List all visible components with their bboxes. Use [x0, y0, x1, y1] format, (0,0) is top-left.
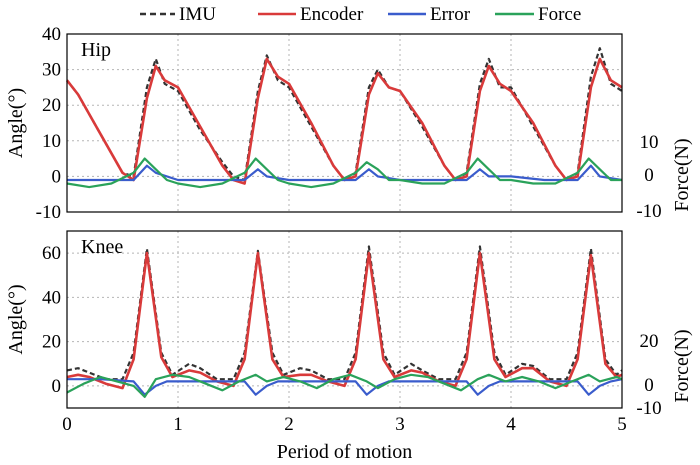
hip-y-tick-label: 30 — [42, 60, 61, 81]
hip-line-imu — [66, 47, 623, 182]
legend-entry-force: Force — [495, 4, 581, 25]
legend-label-force: Force — [538, 4, 581, 25]
hip-series — [65, 47, 623, 189]
hip-y-tick-labels: -10 0 10 20 30 40 — [36, 24, 61, 223]
hip-y-tick-label: 20 — [42, 95, 61, 116]
knee-right-tick-label: -10 — [636, 398, 661, 419]
knee-line-force — [66, 373, 623, 398]
hip-right-tick-label: 10 — [640, 132, 659, 153]
knee-right-tick-label: 0 — [644, 375, 654, 396]
x-axis-label: Period of motion — [277, 441, 413, 463]
hip-panel: -10 0 10 20 30 40 10 0 -10 Hip Angle(°) … — [5, 24, 693, 223]
knee-y-tick-labels: 0 20 40 60 — [42, 243, 61, 397]
knee-line-error — [67, 378, 623, 396]
x-tick-label: 2 — [284, 414, 294, 435]
hip-panel-title: Hip — [81, 39, 111, 61]
knee-y-tick-label: 20 — [42, 332, 61, 353]
knee-right-tick-labels: 20 0 -10 — [636, 331, 661, 419]
hip-y-tick-label: 40 — [42, 24, 61, 45]
knee-y-tick-label: 40 — [42, 287, 61, 308]
legend-label-imu: IMU — [179, 4, 216, 25]
hip-right-tick-labels: 10 0 -10 — [636, 132, 661, 222]
knee-y-tick-label: 60 — [42, 243, 61, 264]
x-tick-label: 4 — [506, 414, 516, 435]
hip-line-force — [66, 157, 622, 189]
knee-right-tick-label: 20 — [640, 331, 659, 352]
legend-entry-encoder: Encoder — [258, 4, 364, 25]
legend-entry-error: Error — [388, 4, 471, 25]
x-tick-label: 5 — [617, 414, 627, 435]
knee-y-tick-label: 0 — [52, 376, 62, 397]
hip-right-tick-label: -10 — [636, 201, 661, 222]
knee-panel: 0 20 40 60 20 0 -10 Knee Angle(°) Force(… — [5, 230, 693, 419]
hip-line-encoder — [65, 57, 623, 185]
knee-line-imu — [66, 245, 623, 381]
knee-right-axis-label: Force(N) — [671, 329, 693, 402]
hip-y-tick-label: -10 — [36, 202, 61, 223]
x-tick-label: 0 — [62, 414, 72, 435]
legend: IMU Encoder Error Force — [140, 4, 581, 25]
legend-entry-imu: IMU — [140, 4, 216, 25]
hip-right-tick-label: 0 — [644, 165, 654, 186]
knee-series — [66, 245, 623, 398]
knee-line-encoder — [66, 251, 623, 390]
hip-y-tick-label: 10 — [42, 131, 61, 152]
x-tick-label: 3 — [395, 414, 405, 435]
hip-plot-frame — [66, 33, 623, 213]
legend-label-error: Error — [430, 4, 471, 25]
knee-plot-frame — [66, 230, 623, 409]
hip-grid — [67, 34, 622, 212]
hip-y-axis-label: Angle(°) — [5, 88, 27, 158]
x-tick-label: 1 — [173, 414, 183, 435]
hip-y-tick-label: 0 — [52, 166, 62, 187]
knee-panel-title: Knee — [81, 236, 123, 258]
hip-right-axis-label: Force(N) — [671, 138, 693, 211]
legend-label-encoder: Encoder — [300, 4, 364, 25]
knee-y-axis-label: Angle(°) — [5, 284, 27, 354]
x-tick-labels: 0 1 2 3 4 5 — [62, 414, 627, 435]
